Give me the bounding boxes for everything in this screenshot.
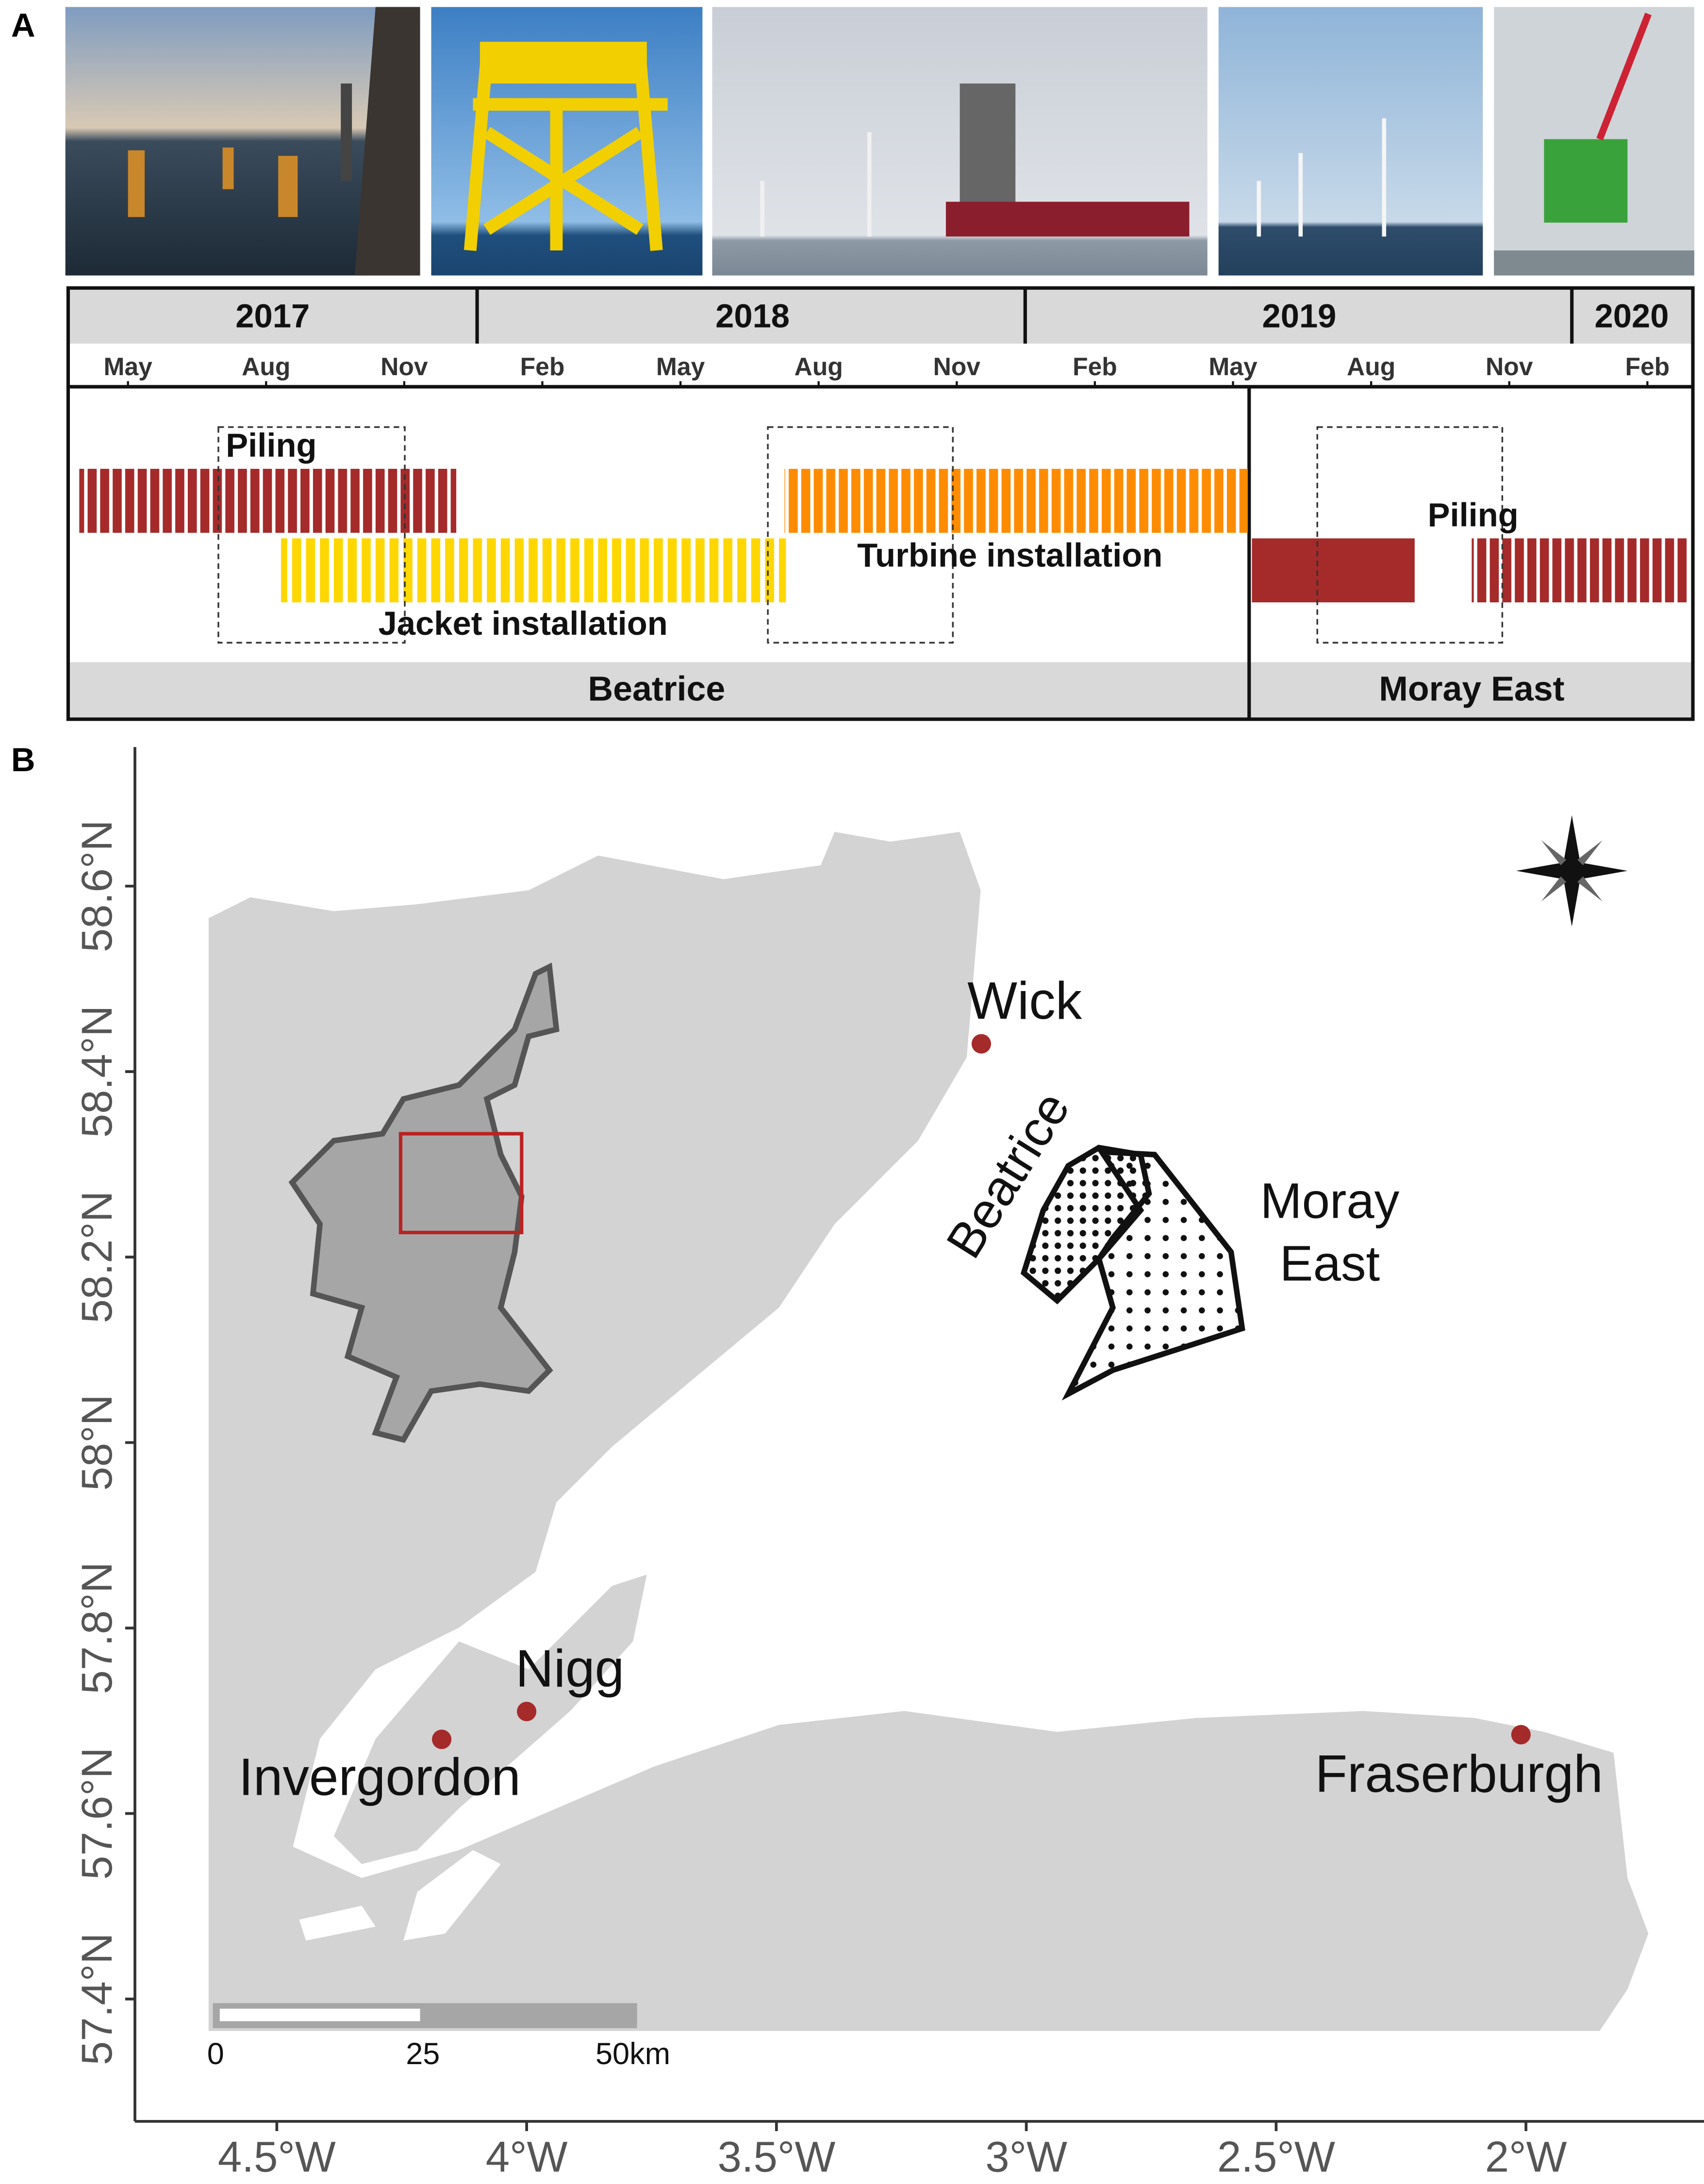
y-tick-label: 58.2°N (73, 1191, 121, 1324)
month-label: Nov (381, 352, 428, 381)
farm-label: East (1280, 1235, 1380, 1291)
activity-label: Piling (226, 427, 316, 464)
y-tick-label: 58.6°N (73, 820, 121, 953)
farm-label: Moray (1260, 1173, 1400, 1228)
x-tick-label: 2.5°W (1217, 2133, 1335, 2181)
scale-bar (213, 2003, 637, 2028)
month-label: May (104, 352, 153, 381)
month-label: May (1208, 352, 1257, 381)
scale-label: 0 (207, 2037, 224, 2071)
y-tick-label: 57.6°N (73, 1747, 121, 1880)
x-tick-label: 3.5°W (717, 2133, 835, 2181)
month-label: Feb (1073, 352, 1117, 381)
place-label: Fraserburgh (1315, 1744, 1603, 1803)
place-marker (971, 1034, 992, 1054)
place-label: Nigg (515, 1639, 624, 1698)
x-tick-label: 3°W (985, 2133, 1067, 2181)
activity-label: Turbine installation (857, 537, 1162, 574)
place-label: Wick (967, 971, 1082, 1030)
photo-strip (65, 7, 1694, 276)
map-land (208, 832, 1649, 2031)
scale-label: 25 (406, 2037, 440, 2071)
month-label: May (656, 352, 705, 381)
y-tick-label: 57.4°N (73, 1933, 121, 2066)
scale-label: 50km (596, 2037, 670, 2071)
activity-label: Jacket installation (379, 605, 668, 642)
month-label: Aug (1347, 352, 1395, 381)
activity-label: Piling (1428, 496, 1519, 533)
month-label: Nov (1486, 352, 1533, 381)
place-marker (1511, 1725, 1531, 1745)
y-tick-label: 58.4°N (73, 1006, 121, 1138)
place-label: Invergordon (239, 1748, 521, 1807)
site-label: Beatrice (588, 669, 725, 708)
month-label: Aug (794, 352, 843, 381)
month-label: Feb (520, 352, 565, 381)
month-label: Feb (1625, 352, 1670, 381)
x-tick-label: 2°W (1485, 2133, 1567, 2181)
place-marker (517, 1702, 537, 1721)
panel-label: A (11, 7, 35, 44)
x-tick-label: 4°W (486, 2133, 568, 2181)
axes (133, 747, 1704, 2123)
month-label: Nov (933, 352, 981, 381)
year-label: 2020 (1594, 298, 1669, 335)
site-label: Moray East (1379, 669, 1564, 708)
wind-farms (1020, 1144, 1245, 1401)
year-label: 2017 (235, 298, 310, 335)
place-marker (432, 1729, 452, 1749)
year-label: 2018 (715, 298, 790, 335)
year-label: 2019 (1262, 298, 1336, 335)
panel-label: B (11, 741, 35, 778)
y-tick-label: 58°N (73, 1394, 121, 1490)
x-tick-label: 4.5°W (218, 2133, 336, 2181)
y-tick-label: 57.8°N (73, 1562, 121, 1694)
timeline (66, 286, 1695, 721)
compass (1516, 815, 1628, 927)
month-label: Aug (242, 352, 290, 381)
